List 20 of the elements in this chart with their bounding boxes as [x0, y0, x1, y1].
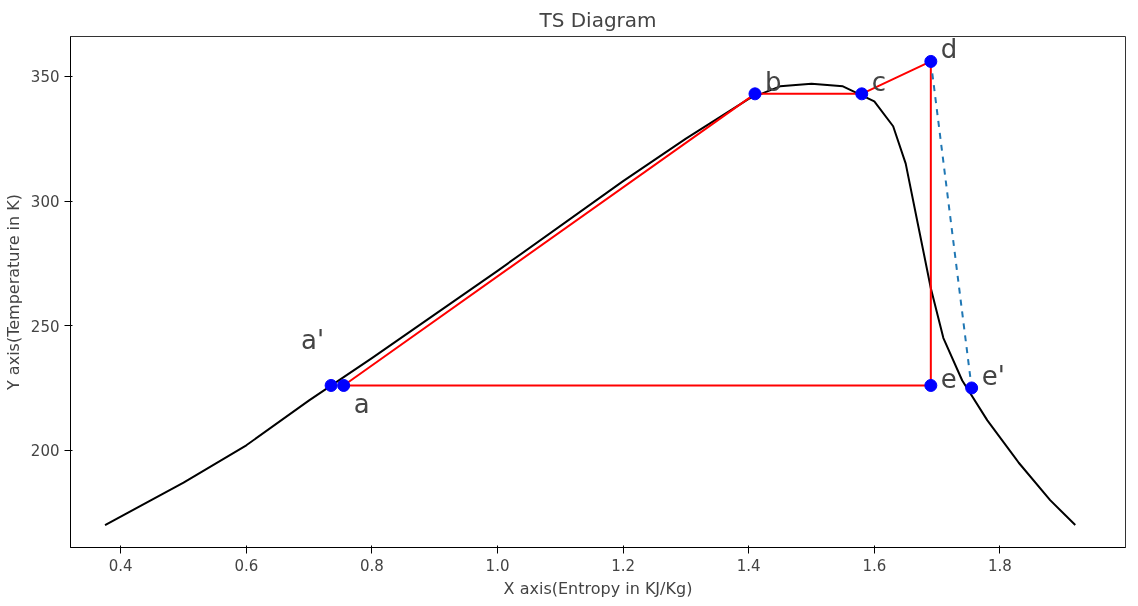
- annotation: e: [940, 364, 957, 395]
- y-tick-label: 250: [30, 317, 60, 336]
- annotation: a': [301, 325, 325, 356]
- x-tick-label: 1.4: [736, 556, 761, 575]
- y-tick-label: 200: [30, 442, 60, 461]
- annotation: a: [353, 389, 370, 420]
- y-tick-label: 300: [30, 193, 60, 212]
- x-tick-label: 1.2: [611, 556, 636, 575]
- annotation: d: [940, 34, 958, 65]
- x-tick-label: 1.8: [987, 556, 1012, 575]
- x-tick-label: 0.8: [360, 556, 384, 575]
- annotation: e': [981, 360, 1005, 391]
- chart-title: TS Diagram: [538, 7, 657, 32]
- x-axis-title: X axis(Entropy in KJ/Kg): [503, 578, 693, 598]
- y-axis-title: Y axis(Temperature in K): [3, 194, 23, 391]
- x-tick-label: 0.4: [108, 556, 133, 575]
- y-tick-label: 350: [30, 68, 60, 87]
- x-tick-label: 1.0: [485, 556, 510, 575]
- x-tick-label: 0.6: [234, 556, 259, 575]
- x-tick-label: 1.6: [862, 556, 887, 575]
